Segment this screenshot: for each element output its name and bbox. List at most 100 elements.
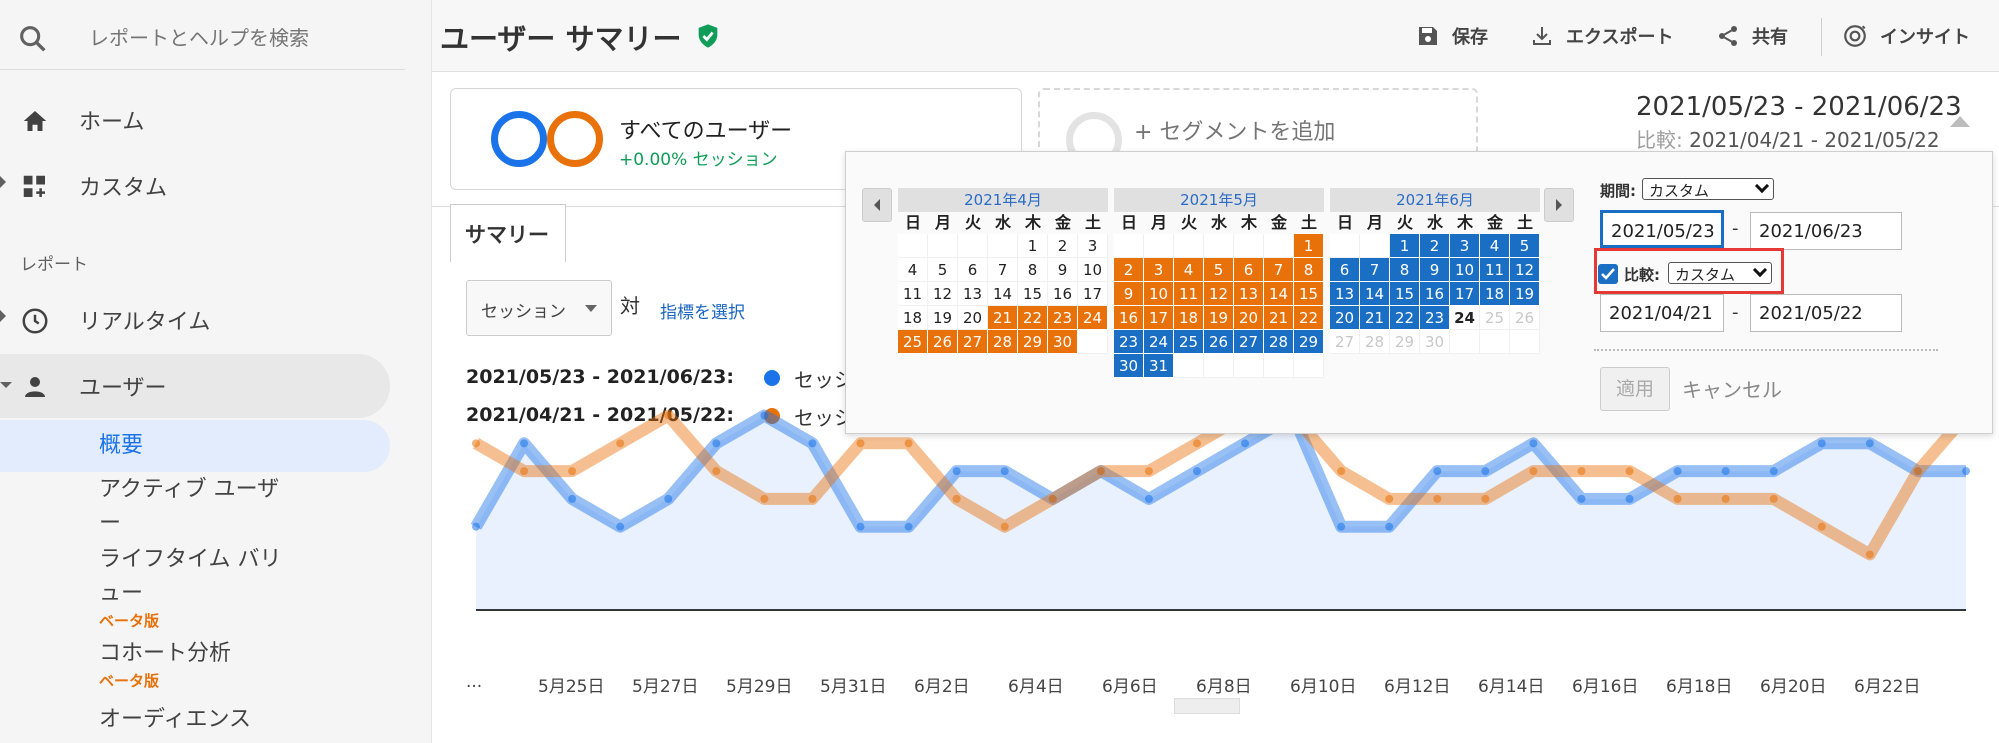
data-point[interactable]	[664, 411, 673, 420]
data-point[interactable]	[1385, 522, 1394, 531]
data-point[interactable]	[1000, 467, 1009, 476]
compare-select[interactable]: カスタム	[1668, 262, 1772, 284]
calendar-day[interactable]: 30	[1048, 330, 1078, 354]
data-point[interactable]	[712, 467, 721, 476]
calendar-day[interactable]: 4	[898, 258, 928, 282]
select-metric-link[interactable]: 指標を選択	[660, 303, 745, 323]
data-point[interactable]	[904, 439, 913, 448]
calendar-day[interactable]: 24	[1144, 330, 1174, 354]
calendar-day[interactable]: 2	[1420, 234, 1450, 258]
data-point[interactable]	[1817, 439, 1826, 448]
data-point[interactable]	[1625, 494, 1634, 503]
data-point[interactable]	[1577, 494, 1586, 503]
calendar-day[interactable]: 19	[1204, 306, 1234, 330]
calendar-day[interactable]: 22	[1390, 306, 1420, 330]
calendar-day[interactable]: 29	[1018, 330, 1048, 354]
calendar-day[interactable]: 20	[1330, 306, 1360, 330]
data-point[interactable]	[1192, 439, 1201, 448]
calendar-day[interactable]: 12	[928, 282, 958, 306]
compare-start-input[interactable]: 2021/04/21	[1600, 294, 1724, 332]
data-point[interactable]	[808, 439, 817, 448]
data-point[interactable]	[1433, 494, 1442, 503]
end-date-input[interactable]: 2021/06/23	[1750, 212, 1902, 250]
calendar-day[interactable]: 17	[1078, 282, 1108, 306]
data-point[interactable]	[1673, 494, 1682, 503]
period-select[interactable]: カスタム	[1642, 178, 1774, 200]
apply-button[interactable]: 適用	[1600, 367, 1670, 411]
calendar-day[interactable]: 6	[1234, 258, 1264, 282]
start-date-input[interactable]: 2021/05/23	[1600, 210, 1724, 248]
data-point[interactable]	[1769, 467, 1778, 476]
calendar-day[interactable]: 13	[1234, 282, 1264, 306]
sidebar-item-lifetime-value[interactable]: ライフタイム バリ ュー ベータ版	[0, 540, 390, 630]
compare-end-input[interactable]: 2021/05/22	[1750, 294, 1902, 332]
data-point[interactable]	[472, 522, 480, 531]
cancel-link[interactable]: キャンセル	[1682, 378, 1782, 402]
calendar-day[interactable]: 4	[1174, 258, 1204, 282]
calendar-day[interactable]: 1	[1018, 234, 1048, 258]
calendar-day[interactable]: 28	[1264, 330, 1294, 354]
data-point[interactable]	[808, 494, 817, 503]
calendar-day[interactable]: 31	[1144, 354, 1174, 378]
calendar-day[interactable]: 9	[1048, 258, 1078, 282]
date-compare[interactable]: 比較: 2021/04/21 - 2021/05/22	[1636, 124, 1940, 153]
calendar-day[interactable]: 21	[988, 306, 1018, 330]
calendar-day[interactable]: 21	[1264, 306, 1294, 330]
data-point[interactable]	[856, 439, 865, 448]
export-button[interactable]: エクスポート	[1530, 20, 1673, 52]
calendar-day[interactable]: 10	[1450, 258, 1480, 282]
calendar-day[interactable]: 7	[1264, 258, 1294, 282]
calendar-day[interactable]: 3	[1078, 234, 1108, 258]
sidebar-item-active-users[interactable]: アクティブ ユーザ ー	[0, 470, 390, 542]
sidebar-item-audience[interactable]: オーディエンス	[0, 702, 390, 742]
calendar-day[interactable]: 1	[1390, 234, 1420, 258]
data-point[interactable]	[472, 439, 480, 448]
data-point[interactable]	[1337, 467, 1346, 476]
chart-collapse-handle[interactable]	[1174, 698, 1240, 714]
data-point[interactable]	[1625, 467, 1634, 476]
data-point[interactable]	[616, 522, 625, 531]
calendar-day[interactable]: 29	[1294, 330, 1324, 354]
data-point[interactable]	[1337, 522, 1346, 531]
data-point[interactable]	[1144, 467, 1153, 476]
calendar-day[interactable]: 8	[1018, 258, 1048, 282]
data-point[interactable]	[1913, 467, 1922, 476]
next-month-button[interactable]	[1544, 188, 1574, 222]
calendar-day[interactable]: 6	[1330, 258, 1360, 282]
data-point[interactable]	[1241, 439, 1250, 448]
data-point[interactable]	[1048, 494, 1057, 503]
calendar-day[interactable]: 21	[1360, 306, 1390, 330]
data-point[interactable]	[1817, 522, 1826, 531]
calendar-day[interactable]: 13	[958, 282, 988, 306]
calendar-day[interactable]: 4	[1480, 234, 1510, 258]
data-point[interactable]	[952, 494, 961, 503]
data-point[interactable]	[1721, 494, 1730, 503]
calendar-day[interactable]: 15	[1294, 282, 1324, 306]
data-point[interactable]	[760, 494, 769, 503]
sidebar-item-home[interactable]: ホーム	[0, 88, 390, 152]
calendar-day[interactable]: 18	[898, 306, 928, 330]
share-button[interactable]: 共有	[1716, 20, 1788, 52]
calendar-day[interactable]: 2	[1114, 258, 1144, 282]
calendar-day[interactable]: 1	[1294, 234, 1324, 258]
calendar-day[interactable]: 28	[988, 330, 1018, 354]
calendar-day[interactable]: 14	[1264, 282, 1294, 306]
calendar-day[interactable]: 14	[988, 282, 1018, 306]
calendar-day[interactable]: 24	[1450, 306, 1480, 330]
calendar-day[interactable]: 11	[1480, 258, 1510, 282]
calendar-day[interactable]: 26	[928, 330, 958, 354]
data-point[interactable]	[616, 439, 625, 448]
calendar-day[interactable]: 15	[1018, 282, 1048, 306]
calendar-day[interactable]: 23	[1420, 306, 1450, 330]
calendar-day[interactable]: 5	[1204, 258, 1234, 282]
calendar-day[interactable]: 17	[1450, 282, 1480, 306]
calendar-day[interactable]: 6	[958, 258, 988, 282]
tab-summary[interactable]: サマリー	[450, 204, 566, 262]
data-point[interactable]	[760, 411, 769, 420]
calendar-day[interactable]: 27	[1234, 330, 1264, 354]
insights-button[interactable]: インサイト	[1842, 20, 1970, 52]
calendar-day[interactable]: 23	[1114, 330, 1144, 354]
calendar-day[interactable]: 27	[958, 330, 988, 354]
sidebar-item-overview[interactable]: 概要	[0, 420, 390, 472]
calendar-day[interactable]: 26	[1204, 330, 1234, 354]
